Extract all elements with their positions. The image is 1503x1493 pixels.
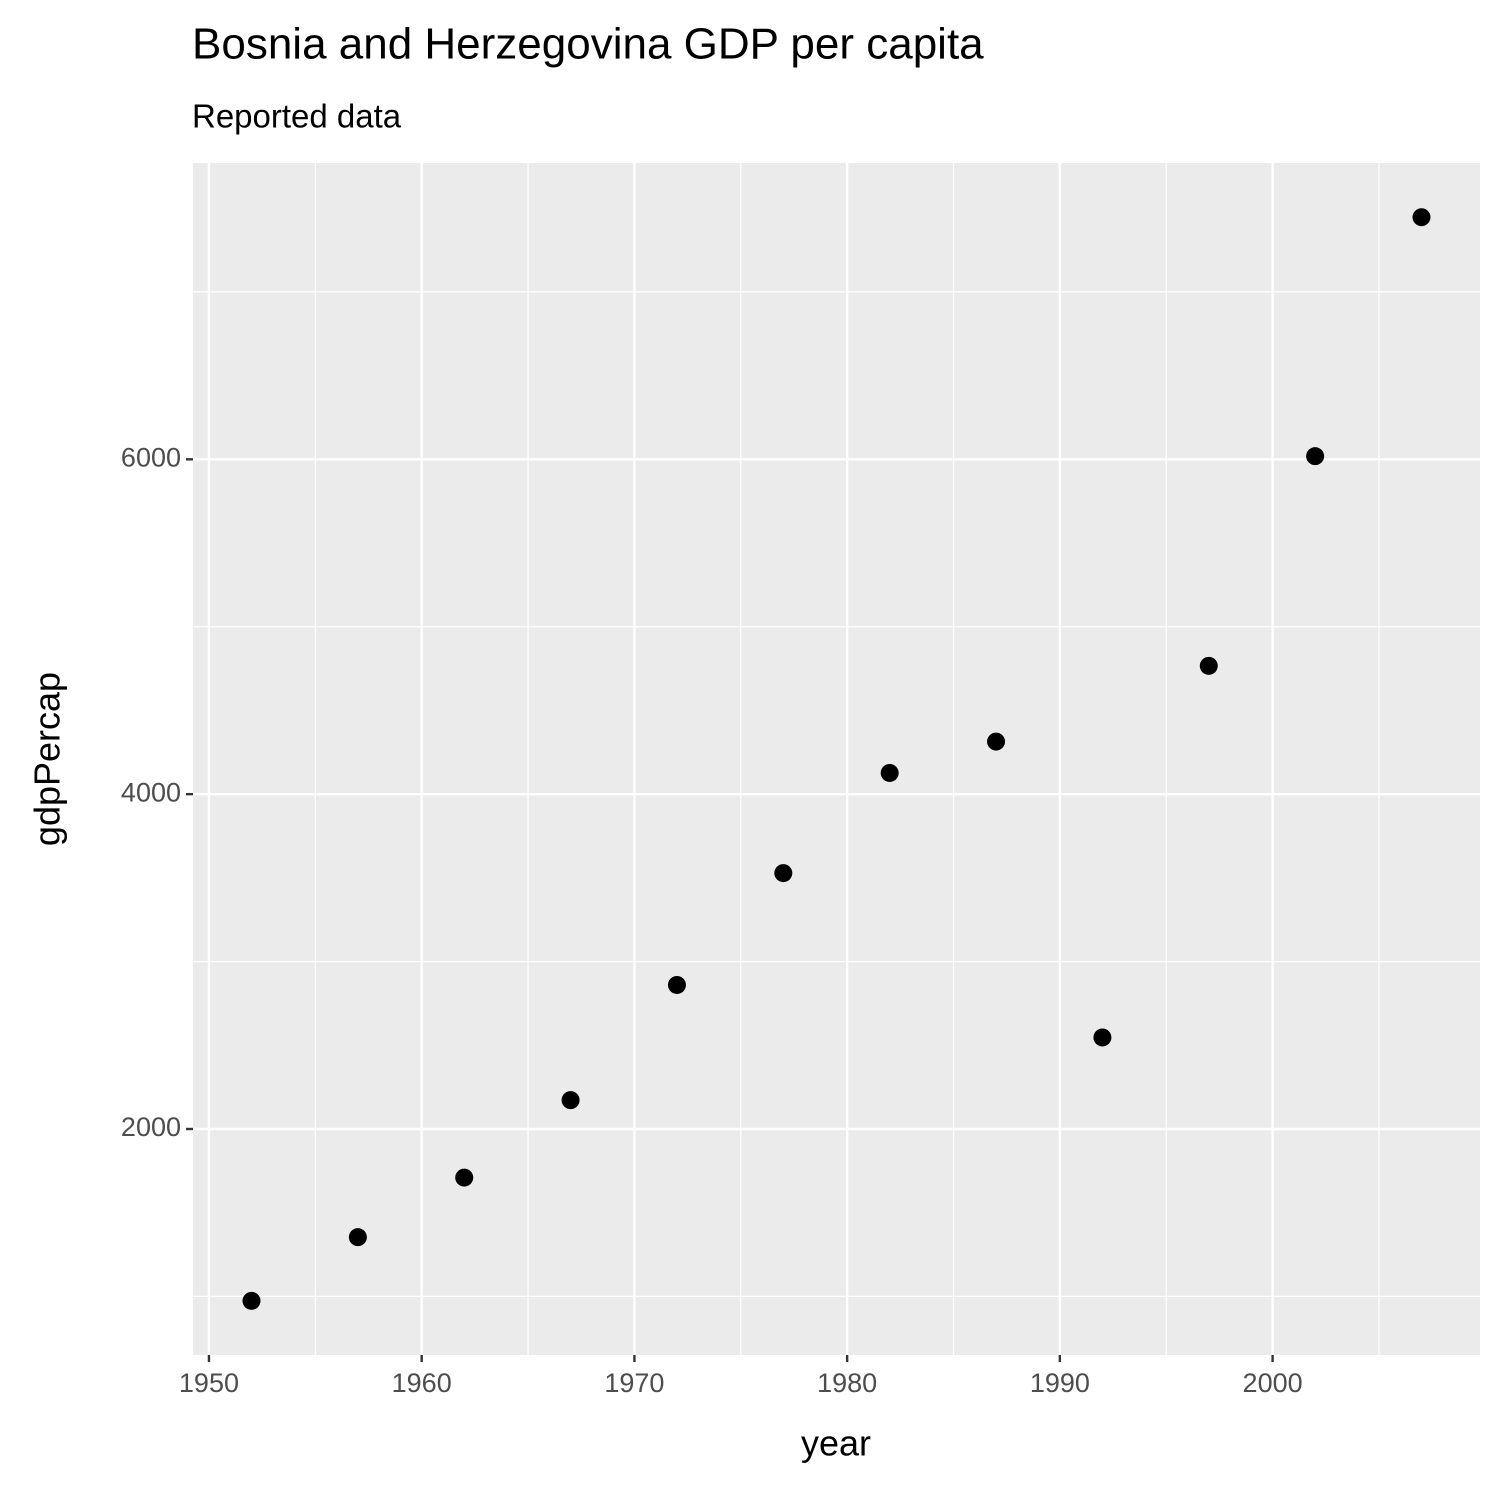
x-tick-label: 1980 bbox=[817, 1368, 877, 1398]
point bbox=[455, 1168, 474, 1187]
point bbox=[242, 1291, 261, 1310]
point bbox=[1306, 447, 1325, 466]
x-tick-label: 1970 bbox=[604, 1368, 664, 1398]
y-tick-label: 6000 bbox=[121, 442, 181, 472]
x-tick-label: 2000 bbox=[1243, 1368, 1303, 1398]
y-tick-label: 2000 bbox=[121, 1112, 181, 1142]
x-tick-label: 1990 bbox=[1030, 1368, 1090, 1398]
point bbox=[880, 763, 899, 782]
plot-panel bbox=[193, 163, 1480, 1355]
point bbox=[667, 975, 686, 994]
point bbox=[561, 1091, 580, 1110]
chart-title: Bosnia and Herzegovina GDP per capita bbox=[192, 20, 984, 69]
point bbox=[774, 864, 793, 883]
y-tick-label: 4000 bbox=[121, 777, 181, 807]
x-tick-label: 1950 bbox=[179, 1368, 239, 1398]
point bbox=[987, 732, 1006, 751]
point bbox=[348, 1228, 367, 1247]
x-axis-title: year bbox=[801, 1423, 871, 1464]
x-tick-label: 1960 bbox=[392, 1368, 452, 1398]
chart-subtitle: Reported data bbox=[192, 98, 402, 135]
point bbox=[1093, 1028, 1112, 1047]
point bbox=[1199, 656, 1218, 675]
y-axis-title: gdpPercap bbox=[27, 672, 68, 846]
point bbox=[1412, 208, 1431, 227]
